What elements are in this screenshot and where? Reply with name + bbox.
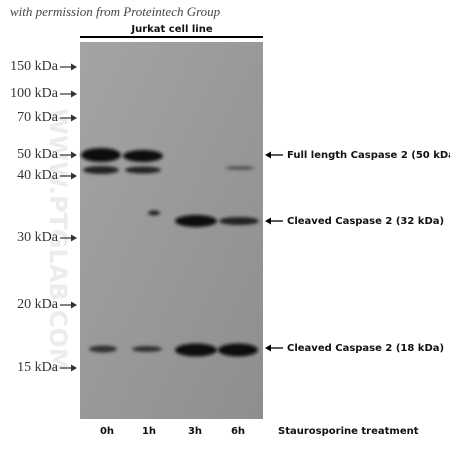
marker-arrowhead xyxy=(71,172,77,180)
lane-label: 6h xyxy=(231,426,245,437)
band-label: Cleaved Caspase 2 (32 kDa) xyxy=(287,216,444,227)
blot xyxy=(80,42,263,419)
band-label: Full length Caspase 2 (50 kDa) xyxy=(287,150,450,161)
band-arrowhead xyxy=(265,151,271,159)
band-labels: Full length Caspase 2 (50 kDa) Cleaved Ca… xyxy=(265,150,450,354)
marker-label: 20 kDa xyxy=(17,297,59,312)
band-arrowhead xyxy=(265,344,271,352)
lane-label: 1h xyxy=(142,426,156,437)
marker-arrowhead xyxy=(71,90,77,98)
marker-arrowhead xyxy=(71,114,77,122)
lane-label: 3h xyxy=(188,426,202,437)
lane-label: 0h xyxy=(100,426,114,437)
credit: with permission from Proteintech Group xyxy=(10,4,221,19)
marker-label: 50 kDa xyxy=(17,147,59,162)
lanes: 0h 1h 3h 6h xyxy=(100,426,245,437)
marker-arrowhead xyxy=(71,151,77,159)
watermark: WWW.PTGLAB.COM xyxy=(44,108,72,371)
band-arrowhead xyxy=(265,217,271,225)
band-label: Cleaved Caspase 2 (18 kDa) xyxy=(287,343,444,354)
marker-label: 150 kDa xyxy=(10,59,59,74)
marker-arrowhead xyxy=(71,364,77,372)
treatment: Staurosporine treatment xyxy=(278,426,419,437)
marker-arrowhead xyxy=(71,234,77,242)
marker-arrowhead xyxy=(71,301,77,309)
marker-arrowhead xyxy=(71,63,77,71)
marker-label: 70 kDa xyxy=(17,110,59,125)
markers: 150 kDa 100 kDa 70 kDa 50 kDa 40 kDa 30 kDa 20… xyxy=(10,59,77,375)
marker-label: 40 kDa xyxy=(17,168,59,183)
cell-line: Jurkat cell line xyxy=(130,24,212,35)
bands xyxy=(81,148,259,357)
marker-label: 30 kDa xyxy=(17,230,59,245)
marker-label: 15 kDa xyxy=(17,360,59,375)
marker-label: 100 kDa xyxy=(10,86,59,101)
